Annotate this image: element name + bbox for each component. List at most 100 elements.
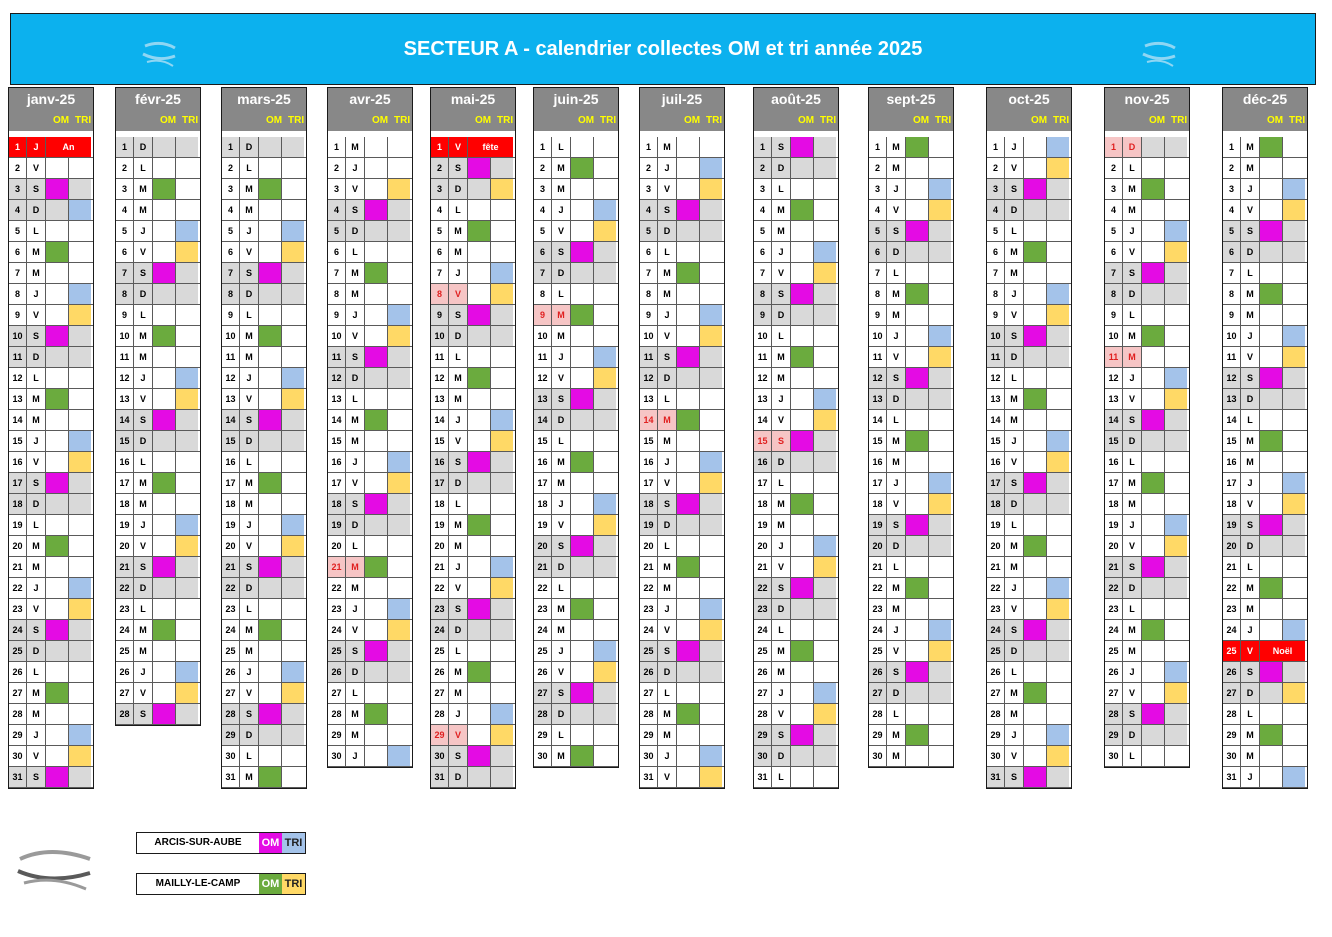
weekday-letter: V — [1123, 242, 1142, 262]
weekday-letter: S — [27, 620, 46, 640]
day-row: 16 V — [9, 452, 93, 473]
day-number: 20 — [987, 536, 1005, 556]
om-cell — [791, 410, 814, 430]
day-row: 24 V — [640, 620, 724, 641]
om-cell — [468, 620, 491, 640]
weekday-letter: D — [1241, 242, 1260, 262]
om-cell — [153, 704, 176, 724]
tri-cell — [1165, 578, 1187, 598]
day-number: 27 — [116, 683, 134, 703]
day-row: 30 M — [534, 746, 618, 767]
day-number: 29 — [754, 725, 772, 745]
om-cell — [906, 326, 929, 346]
tri-cell — [69, 200, 91, 220]
day-row: 28 V — [754, 704, 838, 725]
tri-cell — [388, 683, 410, 703]
om-cell — [571, 431, 594, 451]
weekday-letter: S — [1123, 557, 1142, 577]
tri-cell — [282, 704, 304, 724]
day-number: 14 — [9, 410, 27, 430]
day-row: 18 M — [222, 494, 306, 515]
weekday-letter: L — [449, 494, 468, 514]
om-cell — [571, 704, 594, 724]
day-list: 1 M 2 J 3 V 4 S 5 D 6 L 7 M 8 M 9 J 10 V 11 S 12 D 13 L 14 M 15 M 16 J 1… — [640, 131, 724, 788]
month-subheader: OM TRI — [754, 111, 838, 131]
tri-cell — [491, 767, 513, 787]
weekday-letter: M — [1005, 389, 1024, 409]
day-row: 26 L — [9, 662, 93, 683]
weekday-letter: L — [346, 683, 365, 703]
tri-cell — [282, 599, 304, 619]
weekday-letter: S — [887, 368, 906, 388]
day-number: 24 — [116, 620, 134, 640]
weekday-letter: S — [27, 179, 46, 199]
weekday-letter: M — [1005, 536, 1024, 556]
day-number: 9 — [222, 305, 240, 325]
tri-cell — [1283, 725, 1305, 745]
day-number: 19 — [431, 515, 449, 535]
weekday-letter: M — [658, 725, 677, 745]
day-number: 19 — [987, 515, 1005, 535]
om-cell — [1142, 662, 1165, 682]
om-cell — [1024, 305, 1047, 325]
weekday-letter: S — [552, 389, 571, 409]
day-row: 10 J — [1223, 326, 1307, 347]
weekday-letter: D — [1123, 431, 1142, 451]
day-row: 13 V — [222, 389, 306, 410]
day-number: 16 — [987, 452, 1005, 472]
day-number: 17 — [987, 473, 1005, 493]
tri-cell — [929, 326, 951, 346]
day-number: 18 — [1223, 494, 1241, 514]
weekday-letter: M — [449, 389, 468, 409]
om-cell — [468, 431, 491, 451]
day-row: 10 J — [869, 326, 953, 347]
tri-cell — [282, 452, 304, 472]
om-cell — [677, 263, 700, 283]
day-row: 14 L — [869, 410, 953, 431]
tri-cell — [1047, 473, 1069, 493]
om-cell — [906, 725, 929, 745]
day-row: 12 S — [1223, 368, 1307, 389]
weekday-letter: V — [658, 179, 677, 199]
day-number: 30 — [1105, 746, 1123, 766]
holiday-label: Noël — [1260, 641, 1305, 661]
day-number: 8 — [222, 284, 240, 304]
tri-cell — [176, 389, 198, 409]
om-cell — [571, 494, 594, 514]
day-row: 25 D — [987, 641, 1071, 662]
weekday-letter: M — [887, 452, 906, 472]
om-cell — [791, 683, 814, 703]
tri-cell — [700, 368, 722, 388]
weekday-letter: J — [346, 305, 365, 325]
tri-cell — [929, 200, 951, 220]
tri-cell — [700, 221, 722, 241]
tri-cell — [814, 494, 836, 514]
om-cell — [1260, 515, 1283, 535]
tri-cell — [491, 305, 513, 325]
tri-cell — [1283, 389, 1305, 409]
tri-cell — [1047, 452, 1069, 472]
day-row: 30 L — [1105, 746, 1189, 767]
tri-cell — [814, 452, 836, 472]
om-cell — [468, 599, 491, 619]
tri-cell — [1283, 263, 1305, 283]
weekday-letter: J — [1005, 578, 1024, 598]
om-cell — [906, 494, 929, 514]
day-number: 16 — [1105, 452, 1123, 472]
tri-cell — [814, 158, 836, 178]
weekday-letter: M — [134, 620, 153, 640]
day-number: 21 — [9, 557, 27, 577]
om-cell — [791, 284, 814, 304]
tri-cell — [1165, 221, 1187, 241]
om-cell — [468, 557, 491, 577]
day-number: 16 — [328, 452, 346, 472]
om-cell — [46, 767, 69, 787]
om-cell — [46, 536, 69, 556]
day-number: 25 — [640, 641, 658, 661]
tri-cell — [388, 536, 410, 556]
tri-cell — [929, 284, 951, 304]
